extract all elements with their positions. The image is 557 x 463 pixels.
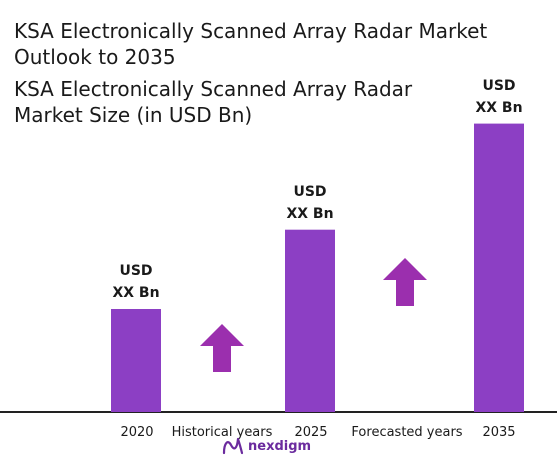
growth-arrow-historical: [200, 324, 244, 372]
x-tick-2025: 2025: [294, 425, 328, 440]
bar-2035: [474, 123, 524, 412]
bar-label-2035-value: XX Bn: [475, 99, 523, 116]
bar-label-2025-currency: USD: [293, 183, 327, 200]
bar-label-2035-currency: USD: [482, 77, 516, 94]
chart-subtitle-line-1: KSA Electronically Scanned Array Radar: [14, 77, 413, 101]
period-label-forecasted: Forecasted years: [351, 425, 463, 440]
nexdigm-logo-text: nexdigm: [248, 438, 312, 454]
x-tick-2020: 2020: [120, 425, 154, 440]
chart-title-line-2: Outlook to 2035: [14, 45, 176, 69]
nexdigm-logo: nexdigm: [222, 437, 311, 455]
nexdigm-logo-icon: [222, 437, 244, 455]
bar-2020: [111, 309, 161, 412]
period-label-historical: Historical years: [171, 425, 273, 440]
x-tick-2035: 2035: [482, 425, 516, 440]
bar-2025: [285, 229, 335, 412]
growth-arrow-forecasted: [383, 258, 427, 306]
chart-title-line-1: KSA Electronically Scanned Array Radar M…: [14, 19, 488, 43]
bar-label-2020-currency: USD: [119, 263, 153, 279]
chart-subtitle-line-2: Market Size (in USD Bn): [14, 103, 253, 127]
bar-label-2025-value: XX Bn: [286, 205, 334, 222]
bar-label-2020-value: XX Bn: [112, 285, 160, 301]
